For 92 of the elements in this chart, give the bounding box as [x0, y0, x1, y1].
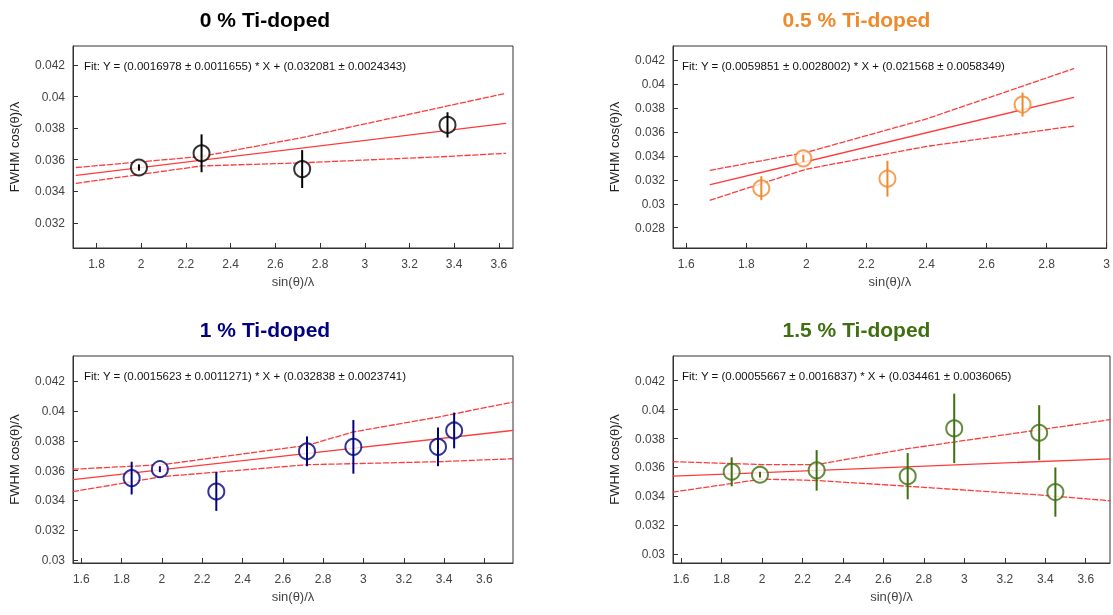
x-tick-label: 3: [361, 257, 369, 271]
x-tick-label: 2.4: [918, 257, 936, 271]
y-axis-title: FWHM cos(θ)/λ: [7, 101, 22, 193]
x-tick-label: 3.4: [435, 572, 453, 586]
x-tick-label: 2.6: [266, 257, 284, 271]
y-tick-label: 0.042: [34, 57, 66, 72]
y-axis-title: FWHM cos(θ)/λ: [607, 413, 622, 505]
annotation: Fit: Y = (0.00055667 ± 0.0016837) * X + (0.034461 ± 0.0036065): [682, 370, 1012, 382]
y-tick-label: 0.042: [34, 374, 66, 389]
y-tick-label: 0.036: [34, 152, 66, 167]
x-tick-label: 3.4: [1036, 572, 1054, 586]
y-tick-label: 0.03: [41, 553, 66, 568]
y-tick-label: 0.042: [634, 53, 666, 68]
x-tick-label: 2.6: [274, 572, 292, 586]
y-axis-title: FWHM cos(θ)/λ: [607, 101, 622, 193]
y-tick-label: 0.034: [34, 493, 66, 508]
x-axis-title: sin(θ)/λ: [868, 273, 912, 289]
y-tick-label: 0.032: [634, 518, 666, 533]
annotation: Fit: Y = (0.0015623 ± 0.0011271) * X + (0.032838 ± 0.0023741): [84, 370, 407, 382]
x-tick-label: 2.8: [314, 572, 332, 586]
annotation: Fit: Y = (0.0059851 ± 0.0028002) * X + (0.021568 ± 0.0058349): [682, 60, 1006, 72]
x-tick-label: 2.4: [834, 572, 852, 586]
y-tick-label: 0.03: [641, 196, 666, 211]
x-tick-label: 3: [960, 572, 968, 586]
chart-title: 0.5 % Ti-doped: [782, 8, 931, 31]
x-tick-label: 1.6: [72, 572, 90, 586]
y-tick-label: 0.032: [34, 523, 66, 538]
x-tick-label: 3: [1103, 257, 1111, 271]
line-series: [72, 458, 514, 493]
x-tick-label: 2.2: [794, 572, 812, 586]
y-tick-label: 0.034: [634, 489, 666, 504]
x-tick-label: 3.4: [445, 257, 463, 271]
point: [751, 465, 769, 484]
y-tick-label: 0.04: [641, 77, 666, 92]
x-tick-label: 3.6: [490, 257, 508, 271]
line-series: [75, 152, 507, 184]
y-tick-label: 0.032: [634, 172, 666, 187]
y-tick-label: 0.034: [34, 184, 66, 199]
y-tick-label: 0.04: [641, 402, 666, 417]
x-axis-title: sin(θ)/λ: [870, 588, 914, 604]
x-tick-label: 2.4: [222, 257, 240, 271]
line-series: [709, 125, 1075, 201]
x-tick-label: 2.2: [858, 257, 876, 271]
x-tick-label: 3.6: [1077, 572, 1095, 586]
x-tick-label: 2: [803, 257, 810, 271]
y-tick-label: 0.032: [34, 215, 66, 230]
x-tick-label: 1.6: [672, 572, 690, 586]
x-tick-label: 1.8: [713, 572, 731, 586]
x-tick-label: 1.6: [677, 257, 695, 271]
chart-title: 1 % Ti-doped: [199, 318, 331, 341]
x-tick-label: 2.8: [915, 572, 933, 586]
y-tick-label: 0.04: [41, 89, 66, 104]
y-tick-label: 0.038: [634, 431, 666, 446]
x-tick-label: 3.6: [476, 572, 494, 586]
y-tick-label: 0.036: [634, 460, 666, 475]
x-tick-label: 2: [158, 572, 166, 586]
x-tick-label: 2: [758, 572, 766, 586]
y-tick-label: 0.03: [641, 547, 666, 562]
x-tick-label: 2.2: [193, 572, 211, 586]
point: [129, 158, 148, 177]
x-tick-label: 2.8: [1038, 257, 1056, 271]
x-tick-label: 2.2: [177, 257, 195, 271]
y-tick-label: 0.034: [634, 148, 666, 163]
y-tick-label: 0.036: [34, 463, 66, 478]
x-tick-label: 3.2: [401, 257, 419, 271]
x-tick-label: 2.4: [234, 572, 252, 586]
x-tick-label: 3.2: [395, 572, 413, 586]
y-tick-label: 0.04: [41, 404, 66, 419]
y-tick-label: 0.036: [634, 125, 666, 140]
line-series: [75, 92, 507, 169]
x-tick-label: 1.8: [113, 572, 131, 586]
x-tick-label: 3.2: [996, 572, 1014, 586]
x-tick-label: 2.6: [875, 572, 893, 586]
x-tick-label: 2.6: [978, 257, 996, 271]
x-axis-title: sin(θ)/λ: [271, 588, 315, 604]
y-tick-label: 0.038: [34, 433, 66, 448]
y-tick-label: 0.028: [634, 220, 666, 235]
point: [794, 149, 813, 168]
annotation: Fit: Y = (0.0016978 ± 0.0011655) * X + (0.032081 ± 0.0024343): [84, 60, 407, 72]
x-tick-label: 3: [360, 572, 368, 586]
chart-title: 1.5 % Ti-doped: [782, 318, 931, 341]
chart-title: 0 % Ti-doped: [199, 8, 331, 31]
y-tick-label: 0.042: [634, 373, 666, 388]
x-tick-label: 1.8: [88, 257, 106, 271]
x-tick-label: 2: [137, 257, 145, 271]
y-tick-label: 0.038: [634, 101, 666, 116]
x-tick-label: 1.8: [737, 257, 755, 271]
y-axis-title: FWHM cos(θ)/λ: [7, 413, 22, 505]
x-axis-title: sin(θ)/λ: [271, 273, 315, 289]
x-tick-label: 2.8: [311, 257, 329, 271]
point: [150, 460, 169, 479]
y-tick-label: 0.038: [34, 121, 66, 136]
